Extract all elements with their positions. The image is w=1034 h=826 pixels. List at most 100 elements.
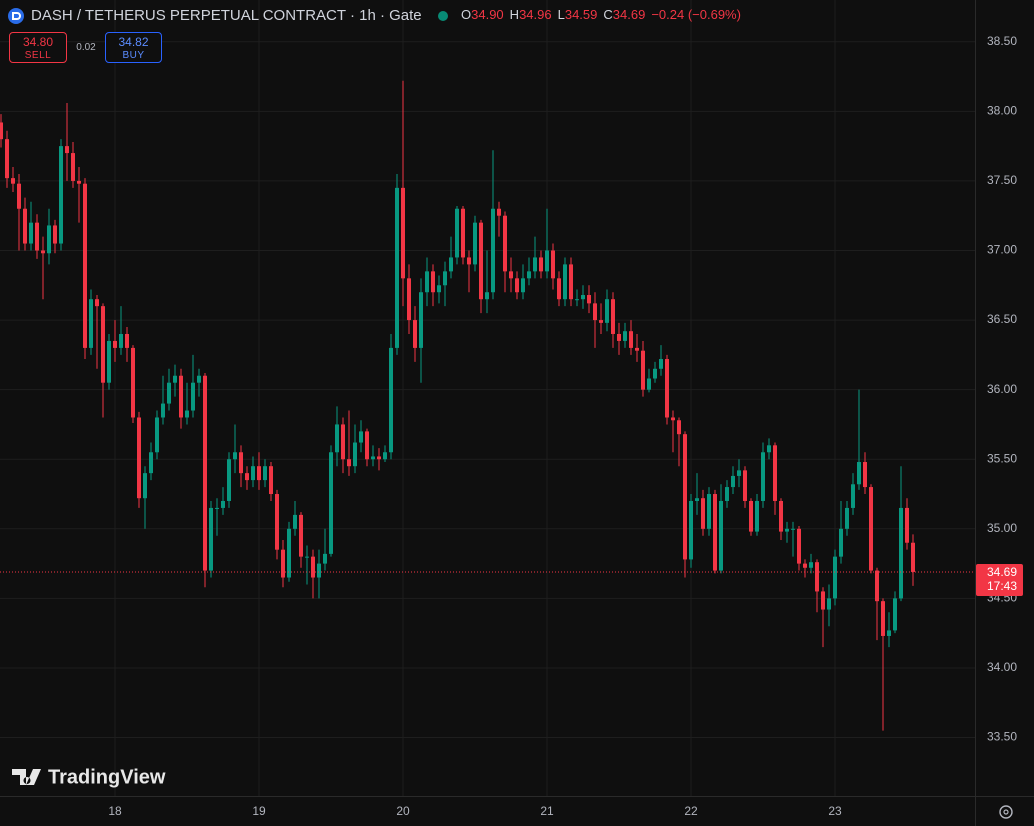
candle-body xyxy=(749,500,753,532)
open-label: O xyxy=(461,7,471,22)
candle-body xyxy=(299,514,303,557)
candle-body xyxy=(275,494,279,550)
candle-body xyxy=(905,507,909,543)
candle-body xyxy=(761,452,765,501)
candle-body xyxy=(593,303,597,321)
settings-gear[interactable] xyxy=(999,805,1013,819)
candle-body xyxy=(587,295,591,304)
candle-body xyxy=(479,222,483,300)
candle-body xyxy=(509,271,513,279)
candle-body xyxy=(791,528,795,530)
candle-body xyxy=(881,601,885,636)
candle-body xyxy=(455,208,459,258)
candle-body xyxy=(83,183,87,348)
candle-body xyxy=(71,153,75,181)
candle-body xyxy=(839,528,843,557)
settings-icon[interactable] xyxy=(999,805,1013,819)
candle-body xyxy=(287,528,291,578)
candle-body xyxy=(17,183,21,209)
symbol-title: DASH / TETHERUS PERPETUAL CONTRACT · 1h … xyxy=(31,7,422,24)
candle-body xyxy=(893,598,897,631)
candle-body xyxy=(545,250,549,272)
candle-body xyxy=(407,278,411,321)
candle-body xyxy=(521,278,525,293)
candle-body xyxy=(785,528,789,532)
candle-body xyxy=(161,403,165,418)
price-tag xyxy=(976,563,1023,596)
high-label: H xyxy=(510,7,519,22)
settings-gear-center[interactable] xyxy=(1003,809,1009,815)
candle-body xyxy=(569,264,573,300)
candle-body xyxy=(773,445,777,501)
candle-body xyxy=(809,562,813,568)
candle-body xyxy=(653,368,657,379)
candle-body xyxy=(185,410,189,418)
candle-body xyxy=(23,208,27,244)
candle-body xyxy=(845,507,849,529)
candle-body xyxy=(341,424,345,460)
candle-body xyxy=(47,225,51,254)
open-value: 34.90 xyxy=(471,7,504,22)
candle-body xyxy=(581,295,585,300)
watermark-text: TradingView xyxy=(48,766,166,788)
candle-body xyxy=(437,285,441,293)
candle-body xyxy=(155,417,159,453)
y-tick-label: 37.00 xyxy=(987,243,1017,257)
candle-body xyxy=(95,299,99,307)
buy-price: 34.82 xyxy=(118,35,149,49)
candle-body xyxy=(503,215,507,272)
y-tick-label: 35.00 xyxy=(987,521,1017,535)
candle-body xyxy=(605,299,609,323)
candle-body xyxy=(647,378,651,390)
candle-body xyxy=(497,208,501,216)
candle-body xyxy=(431,271,435,293)
candle-body xyxy=(203,375,207,571)
candle-body xyxy=(413,320,417,348)
candle-body xyxy=(215,507,219,509)
candle-body xyxy=(683,434,687,560)
candle-body xyxy=(533,257,537,272)
candle-body xyxy=(35,222,39,251)
candle-body xyxy=(0,122,3,140)
candle-body xyxy=(713,494,717,571)
candle-body xyxy=(29,222,33,244)
candle-body xyxy=(11,178,15,184)
candle-body xyxy=(485,292,489,300)
candle-body xyxy=(449,257,453,272)
price-tag-price: 34.69 xyxy=(987,565,1017,579)
candle-body xyxy=(353,442,357,467)
candle-body xyxy=(347,459,351,467)
candle-body xyxy=(461,208,465,258)
x-tick-label: 23 xyxy=(828,804,842,818)
candle-body xyxy=(635,347,639,351)
candle-body xyxy=(551,250,555,279)
candle-body xyxy=(863,462,867,488)
candle-body xyxy=(371,456,375,460)
candle-body xyxy=(827,598,831,610)
candle-body xyxy=(419,292,423,348)
candle-body xyxy=(263,466,267,481)
candle-body xyxy=(869,487,873,571)
buy-button[interactable]: 34.82 BUY xyxy=(105,32,162,63)
spread: 0.02 xyxy=(76,42,96,53)
candle-body xyxy=(677,420,681,435)
candle-body xyxy=(305,556,309,558)
candle-body xyxy=(107,340,111,383)
candle-body xyxy=(911,542,915,572)
candle-body xyxy=(389,347,393,453)
candle-body xyxy=(269,466,273,495)
close-label: C xyxy=(603,7,612,22)
candle-body xyxy=(257,466,261,481)
candle-body xyxy=(365,431,369,460)
candle-body xyxy=(227,459,231,501)
candle-body xyxy=(179,375,183,418)
candle-body xyxy=(719,500,723,571)
candle-body xyxy=(233,452,237,460)
low-label: L xyxy=(558,7,565,22)
candle-body xyxy=(113,340,117,348)
y-tick-label: 37.50 xyxy=(987,173,1017,187)
candle-body xyxy=(119,333,123,348)
candles xyxy=(0,80,975,731)
candle-body xyxy=(491,208,495,293)
sell-button[interactable]: 34.80 SELL xyxy=(9,32,67,63)
